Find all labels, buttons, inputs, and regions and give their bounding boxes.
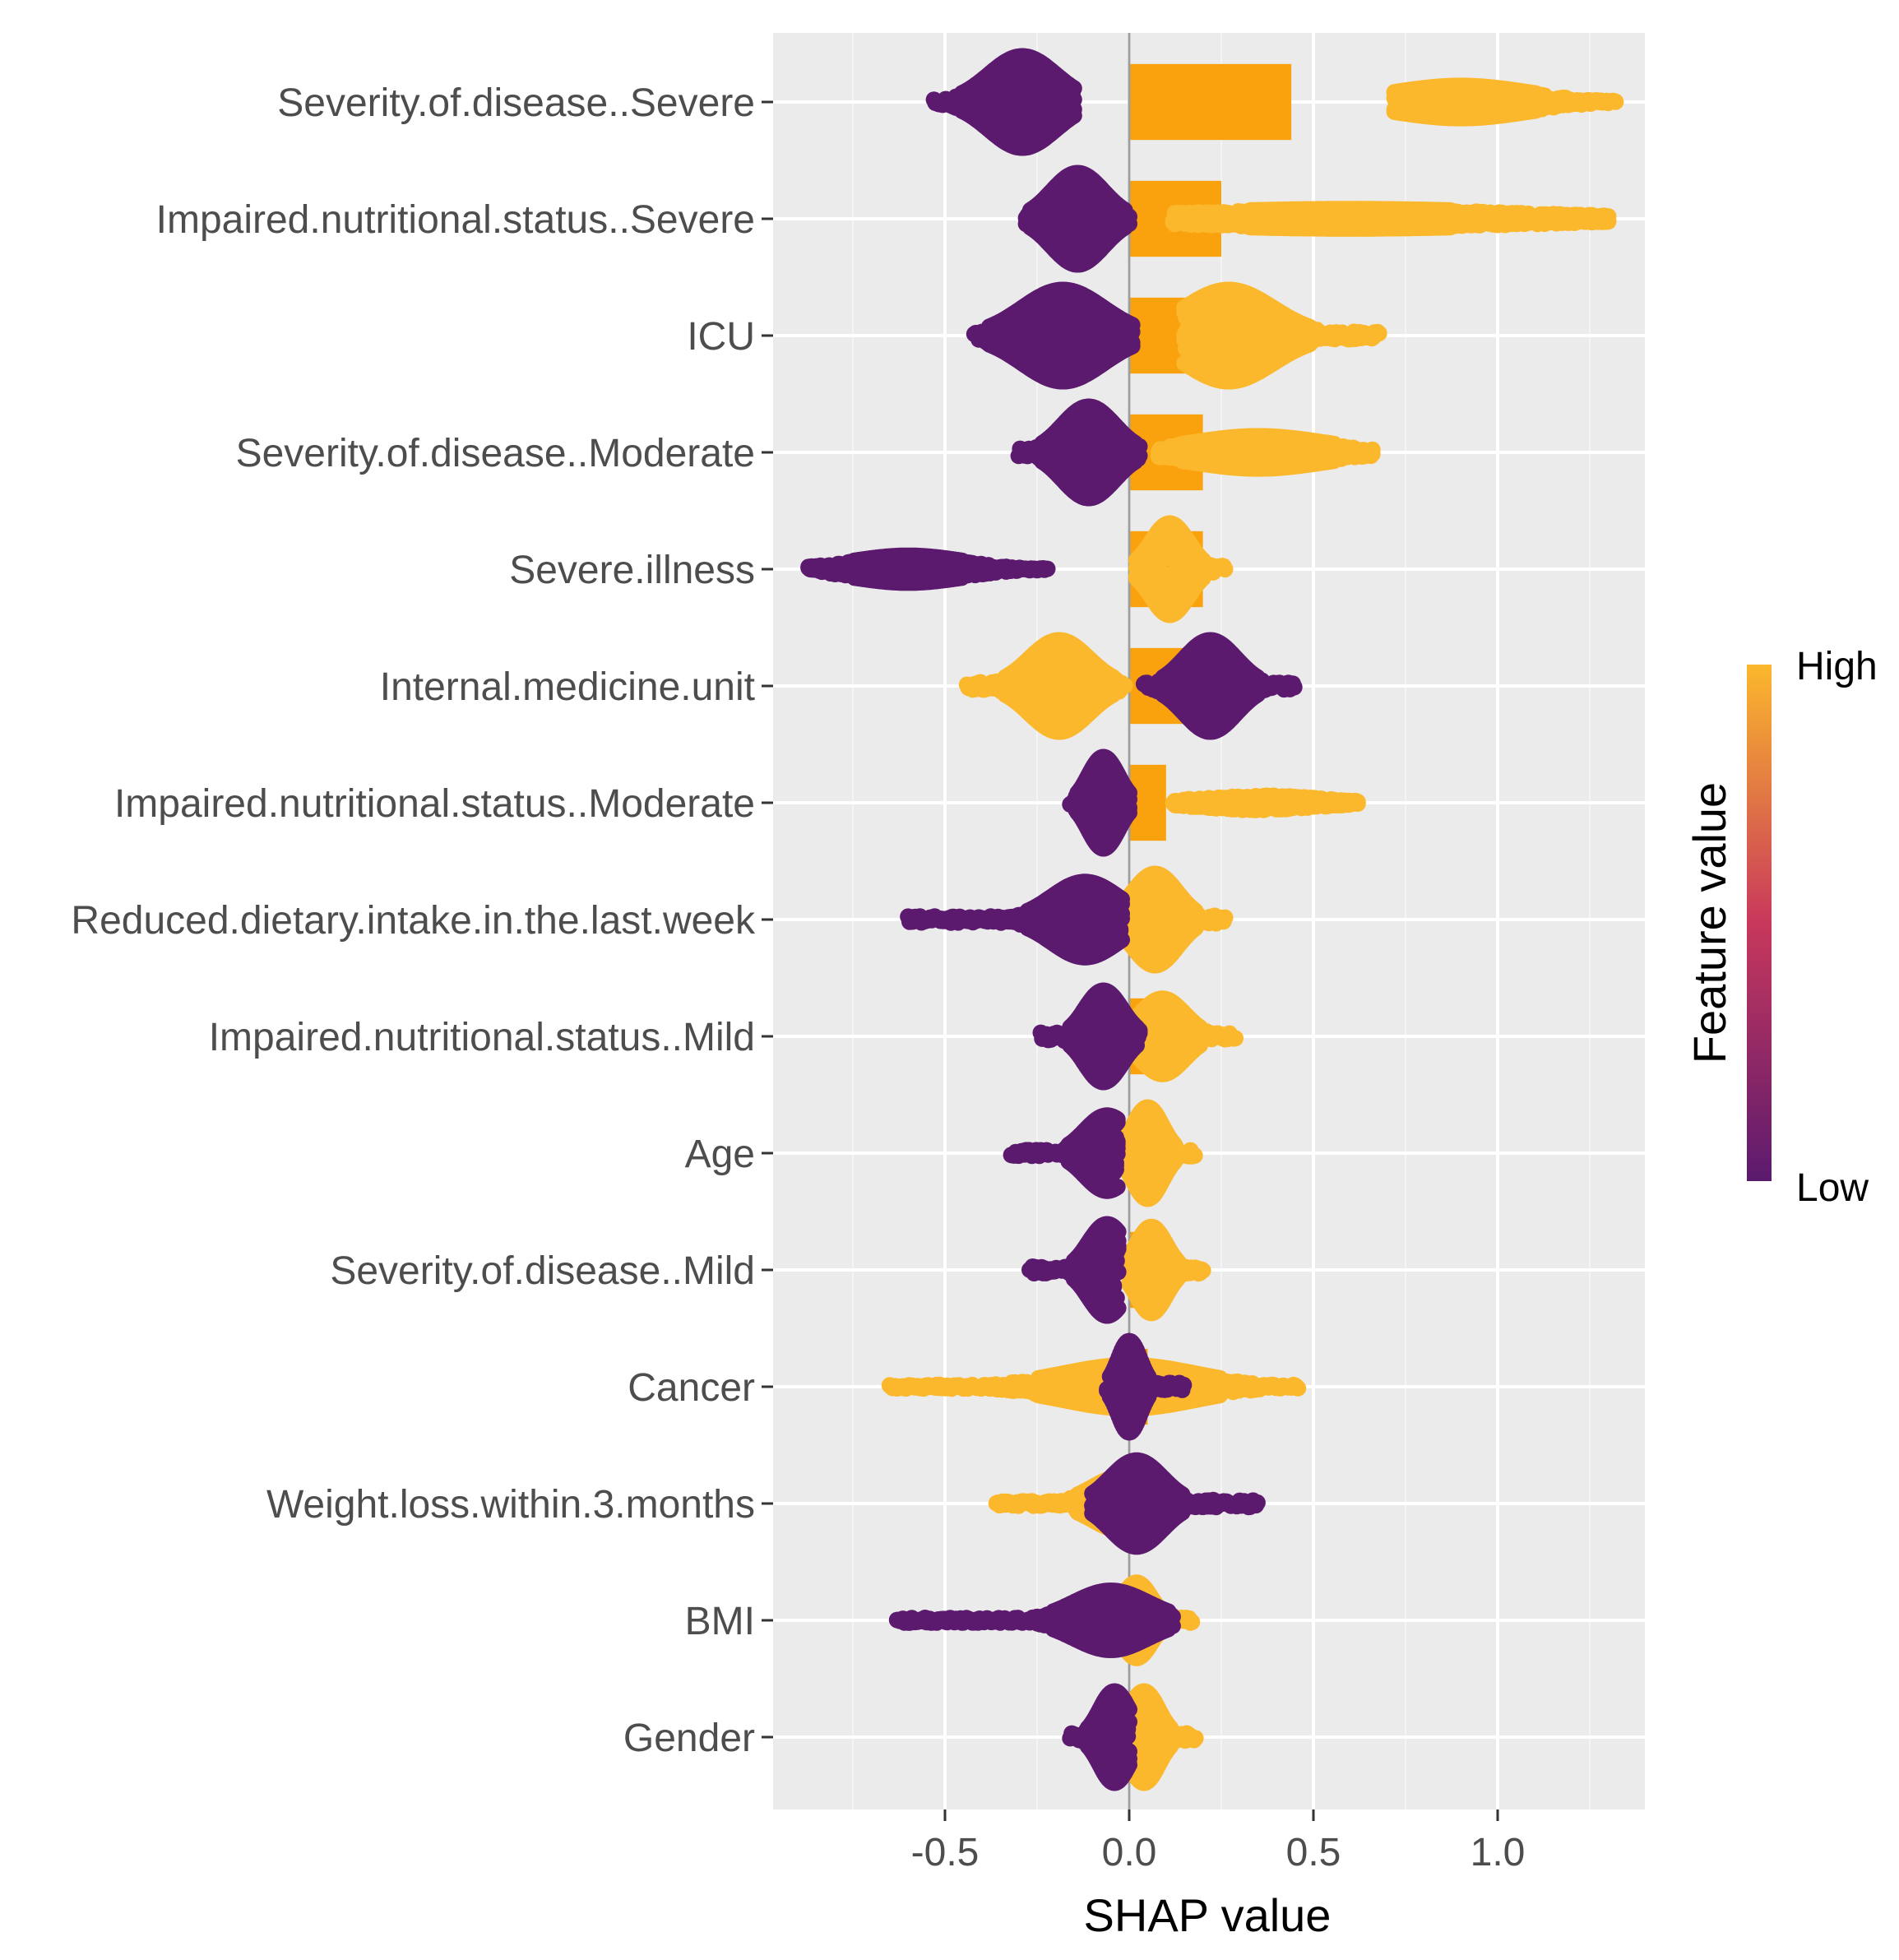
shap-point [1121,208,1137,225]
mean-shap-bar [1129,63,1292,141]
shap-point [1065,80,1082,97]
shap-point [1123,317,1141,334]
shap-point [1123,337,1141,354]
shap-point [1370,325,1387,342]
shap-point [1600,213,1617,230]
swarm-high-values [1386,77,1624,127]
beeswarm-points [800,48,1624,1791]
shap-point [1607,93,1624,110]
shap-point [1065,107,1082,124]
